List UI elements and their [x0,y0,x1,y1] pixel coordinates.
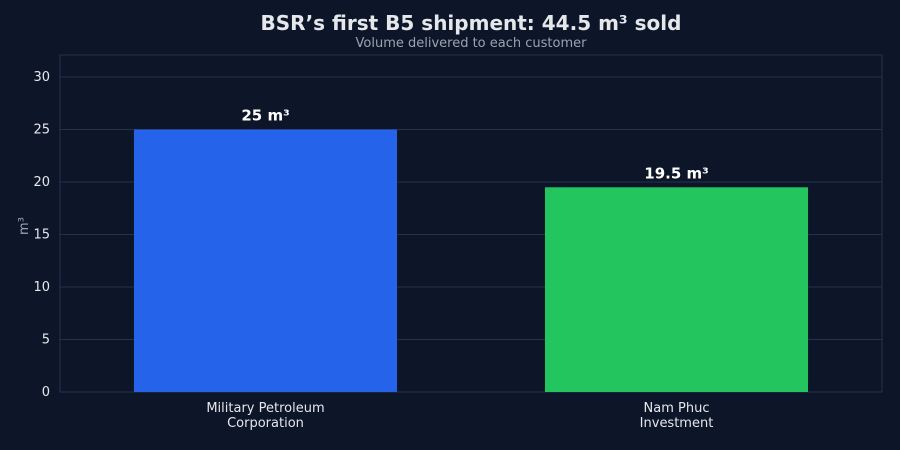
bar [544,187,809,392]
y-tick-label: 20 [33,175,50,190]
y-tick-label: 0 [42,385,50,400]
value-label: 19.5 m³ [644,164,708,182]
x-tick-label: Nam Phuc Investment [639,401,714,431]
chart-title: BSR’s first B5 shipment: 44.5 m³ sold [261,11,682,35]
y-axis-label: m³ [17,217,32,235]
value-label: 25 m³ [241,107,289,125]
y-tick-label: 5 [42,333,50,348]
y-tick-label: 10 [33,280,50,295]
y-tick-label: 25 [33,123,50,138]
y-tick-label: 30 [33,70,50,85]
bar [133,129,398,392]
chart-subtitle: Volume delivered to each customer [356,36,588,51]
x-tick-label: Military Petroleum Corporation [206,401,325,431]
y-tick-label: 15 [33,228,50,243]
